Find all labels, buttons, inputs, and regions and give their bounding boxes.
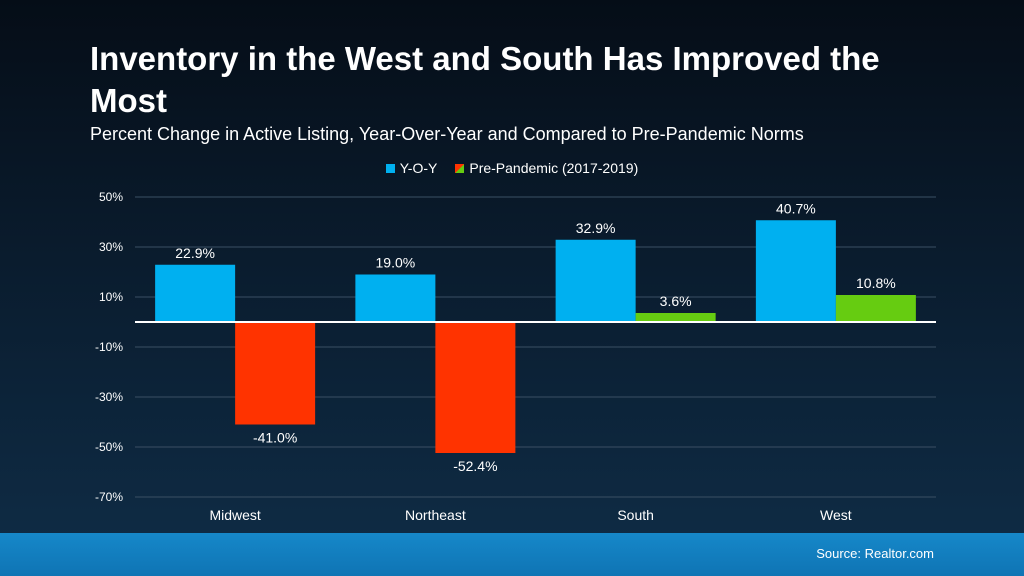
bar-chart: 50% 30% 10% -10% -30% -50% -70% 22.9% -41.0% Midw… (95, 190, 936, 523)
data-label: 40.7% (776, 200, 816, 216)
bar-yoy (355, 274, 436, 322)
y-tick-label: -10% (95, 340, 123, 354)
chart-subtitle: Percent Change in Active Listing, Year-O… (90, 124, 804, 144)
x-category-label: West (820, 507, 852, 523)
y-tick-label: -30% (95, 390, 123, 404)
y-tick-label: -70% (95, 490, 123, 504)
data-label: 22.9% (175, 245, 215, 261)
x-category-label: Northeast (405, 507, 466, 523)
legend-item-pre-pandemic: Pre-Pandemic (2017-2019) (455, 160, 638, 176)
chart-title: Inventory in the West and South Has Impr… (90, 40, 880, 119)
x-category-label: Midwest (209, 507, 260, 523)
y-tick-label: 50% (99, 190, 123, 204)
y-tick-label: -50% (95, 440, 123, 454)
data-label: 19.0% (376, 255, 416, 271)
data-label: -41.0% (253, 430, 297, 446)
footer-bar: Source: Realtor.com (0, 533, 1024, 576)
legend-item-yoy: Y-O-Y (385, 160, 438, 176)
bar-yoy (155, 264, 236, 322)
bar-pre-pandemic (635, 313, 716, 322)
legend-swatch-pre-pandemic (455, 163, 465, 173)
bar-yoy (755, 220, 836, 322)
bar-pre-pandemic (435, 322, 516, 453)
source-credit: Source: Realtor.com (816, 546, 934, 561)
legend: Y-O-Y Pre-Pandemic (2017-2019) (0, 160, 1024, 176)
bar-pre-pandemic (235, 322, 316, 425)
y-tick-label: 30% (99, 240, 123, 254)
data-label: 32.9% (576, 220, 616, 236)
y-tick-label: 10% (99, 290, 123, 304)
legend-label-pre-pandemic: Pre-Pandemic (2017-2019) (469, 160, 639, 176)
data-label: 3.6% (660, 293, 692, 309)
x-category-label: South (617, 507, 654, 523)
bar-pre-pandemic (835, 295, 916, 322)
bar-yoy (555, 239, 636, 322)
data-label: 10.8% (856, 275, 896, 291)
data-label: -52.4% (453, 458, 497, 474)
legend-swatch-yoy (385, 163, 395, 173)
legend-label-yoy: Y-O-Y (399, 160, 438, 176)
